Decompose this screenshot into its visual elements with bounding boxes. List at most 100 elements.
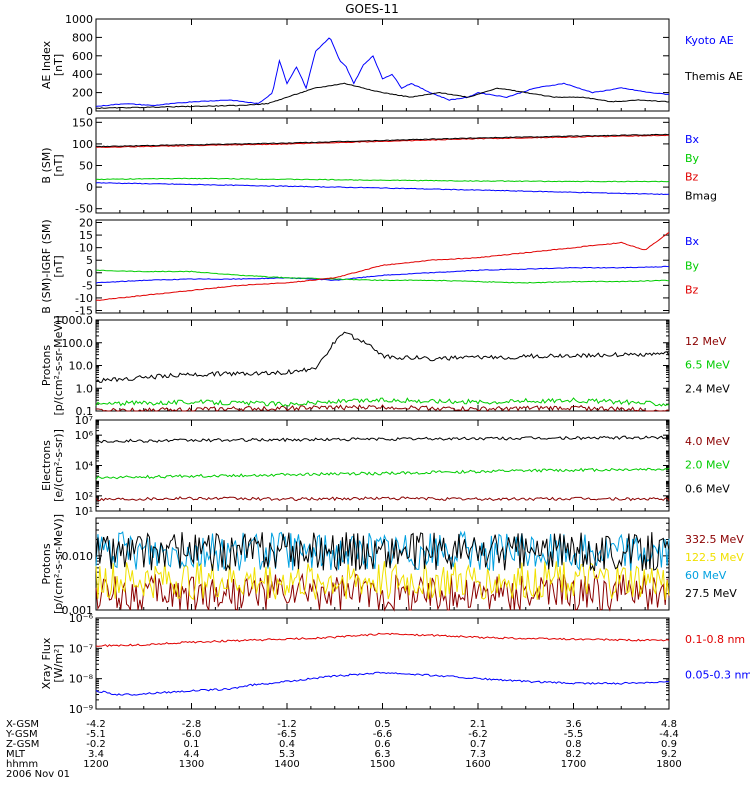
- y-tick-label: 10⁷: [75, 414, 93, 427]
- legend-entry: Bx: [685, 235, 700, 248]
- legend-entry: 0.1-0.8 nm: [685, 633, 745, 646]
- y-axis-label: AE Index: [40, 40, 53, 89]
- x-tick-label: -0.2: [86, 739, 106, 750]
- y-tick-label: 0.1: [76, 405, 94, 418]
- x-row-label: hhmm: [6, 759, 38, 770]
- x-tick-label: 0.4: [279, 739, 295, 750]
- x-tick-label: 1500: [370, 759, 395, 770]
- legend-entry: 0.6 MeV: [685, 482, 730, 495]
- x-tick-label: 8.2: [566, 749, 582, 760]
- panel-frame: [95, 617, 670, 710]
- y-tick-label: 0: [86, 267, 93, 280]
- legend-entry: By: [685, 259, 700, 272]
- series-line-themis-ae: [95, 82, 670, 110]
- y-tick-label: 0: [86, 105, 93, 118]
- legend-entry: Themis AE: [684, 70, 743, 83]
- panel-2: -50 0 50 100 150 B (SM) [nT] Bx By Bz Bmag: [40, 116, 717, 215]
- y-tick-label: 600: [72, 50, 93, 63]
- x-row-label: Y-GSM: [5, 729, 38, 740]
- x-tick-label: 5.3: [279, 749, 295, 760]
- y-tick-label: -15: [75, 304, 93, 317]
- x-tick-label: -6.0: [182, 729, 202, 740]
- x-tick-label: -6.2: [468, 729, 488, 740]
- y-axis-label: [e/(cm²-s-sr)]: [52, 429, 65, 502]
- y-tick-label: 10: [79, 242, 93, 255]
- legend-entry: 12 MeV: [685, 335, 727, 348]
- series-line-332-5-mev: [95, 572, 670, 612]
- panel-6: 0.001 0.010 Protons [p/(cm²-s-sr-MeV)] 332.5…: [40, 514, 744, 617]
- y-tick-label: 200: [72, 87, 93, 100]
- x-tick-label: 1400: [274, 759, 299, 770]
- y-axis-label: [nT]: [52, 54, 65, 76]
- y-tick-label: 15: [79, 229, 93, 242]
- x-tick-label: 0.8: [566, 739, 582, 750]
- y-tick-label: 10⁻⁶: [69, 612, 94, 625]
- legend-entry: 2.0 MeV: [685, 459, 730, 472]
- x-tick-label: -4.2: [86, 719, 106, 730]
- y-tick-label: 10⁴: [75, 460, 94, 473]
- y-tick-label: -10: [75, 292, 93, 305]
- x-tick-label: 0.5: [375, 719, 391, 730]
- y-axis-label: [nT]: [52, 255, 65, 277]
- legend-entry: 332.5 MeV: [685, 533, 744, 546]
- panel-4: 0.1 1.0 10.0 100.0 1000.0 Protons [p/(cm²-s-sr…: [40, 314, 730, 418]
- x-tick-label: -5.5: [564, 729, 584, 740]
- x-row-label: Z-GSM: [6, 739, 39, 750]
- y-tick-label: 20: [79, 217, 93, 230]
- series-line-2-4-mev: [95, 331, 670, 383]
- x-tick-label: 9.2: [661, 749, 677, 760]
- x-tick-label: -6.6: [373, 729, 393, 740]
- series-line-6-5-mev: [95, 397, 670, 407]
- x-tick-label: 0.6: [375, 739, 391, 750]
- x-tick-label: 6.3: [375, 749, 391, 760]
- y-axis-label: [W/m²]: [52, 644, 65, 682]
- y-tick-label: 50: [79, 160, 93, 173]
- x-tick-label: 1800: [656, 759, 681, 770]
- series-line-4-0-mev: [95, 496, 670, 502]
- y-axis-label: B (SM): [40, 147, 53, 183]
- y-tick-label: 0.001: [62, 604, 94, 617]
- y-axis-label: Protons: [40, 543, 53, 584]
- series-line-2-0-mev: [95, 467, 670, 480]
- y-tick-label: 100.0: [62, 337, 94, 350]
- x-tick-label: 3.6: [566, 719, 582, 730]
- y-tick-label: 1000.0: [55, 314, 94, 327]
- legend-entry: 4.0 MeV: [685, 435, 730, 448]
- legend-entry: 6.5 MeV: [685, 359, 730, 372]
- plot-title: GOES-11: [345, 2, 399, 16]
- y-tick-label: 1000: [65, 13, 93, 26]
- y-axis-label: [p/(cm²-s-sr-MeV)]: [52, 316, 65, 416]
- legend-entry: 2.4 MeV: [685, 382, 730, 395]
- panel-frame: [95, 117, 670, 214]
- series-line-by: [95, 177, 670, 183]
- panel-1: 0 200 400 600 800 1000 AE Index [nT] Kyoto AE The…: [40, 13, 743, 118]
- y-tick-label: 10⁶: [75, 429, 94, 442]
- x-tick-label: 2.1: [470, 719, 486, 730]
- y-tick-label: 10¹: [75, 505, 93, 518]
- x-tick-label: 1600: [465, 759, 490, 770]
- series-line-0-6-mev: [95, 435, 670, 444]
- legend-entry: 27.5 MeV: [685, 587, 737, 600]
- x-tick-label: 4.4: [184, 749, 200, 760]
- series-line-0-05-0-3-nm: [95, 671, 670, 696]
- legend-entry: By: [685, 152, 700, 165]
- series-line-bx: [95, 265, 670, 284]
- legend-entry: 0.05-0.3 nm: [685, 669, 750, 682]
- y-axis-label: [nT]: [52, 154, 65, 176]
- y-tick-label: 400: [72, 68, 93, 81]
- x-tick-label: -5.1: [86, 729, 106, 740]
- series-line-kyoto-ae: [95, 37, 670, 107]
- y-tick-label: 0: [86, 181, 93, 194]
- y-tick-label: 10²: [75, 490, 93, 503]
- x-tick-label: 0.9: [661, 739, 677, 750]
- x-tick-label: 0.7: [470, 739, 486, 750]
- y-tick-label: 5: [86, 254, 93, 267]
- y-axis-label: B (SM)-IGRF (SM): [40, 219, 53, 313]
- series-line-0-1-0-8-nm: [95, 632, 670, 648]
- legend-entry: 60 MeV: [685, 569, 727, 582]
- y-axis-label: Protons: [40, 345, 53, 386]
- x-tick-label: 7.3: [470, 749, 486, 760]
- series-line-bx: [95, 182, 670, 196]
- x-tick-label: -6.5: [277, 729, 297, 740]
